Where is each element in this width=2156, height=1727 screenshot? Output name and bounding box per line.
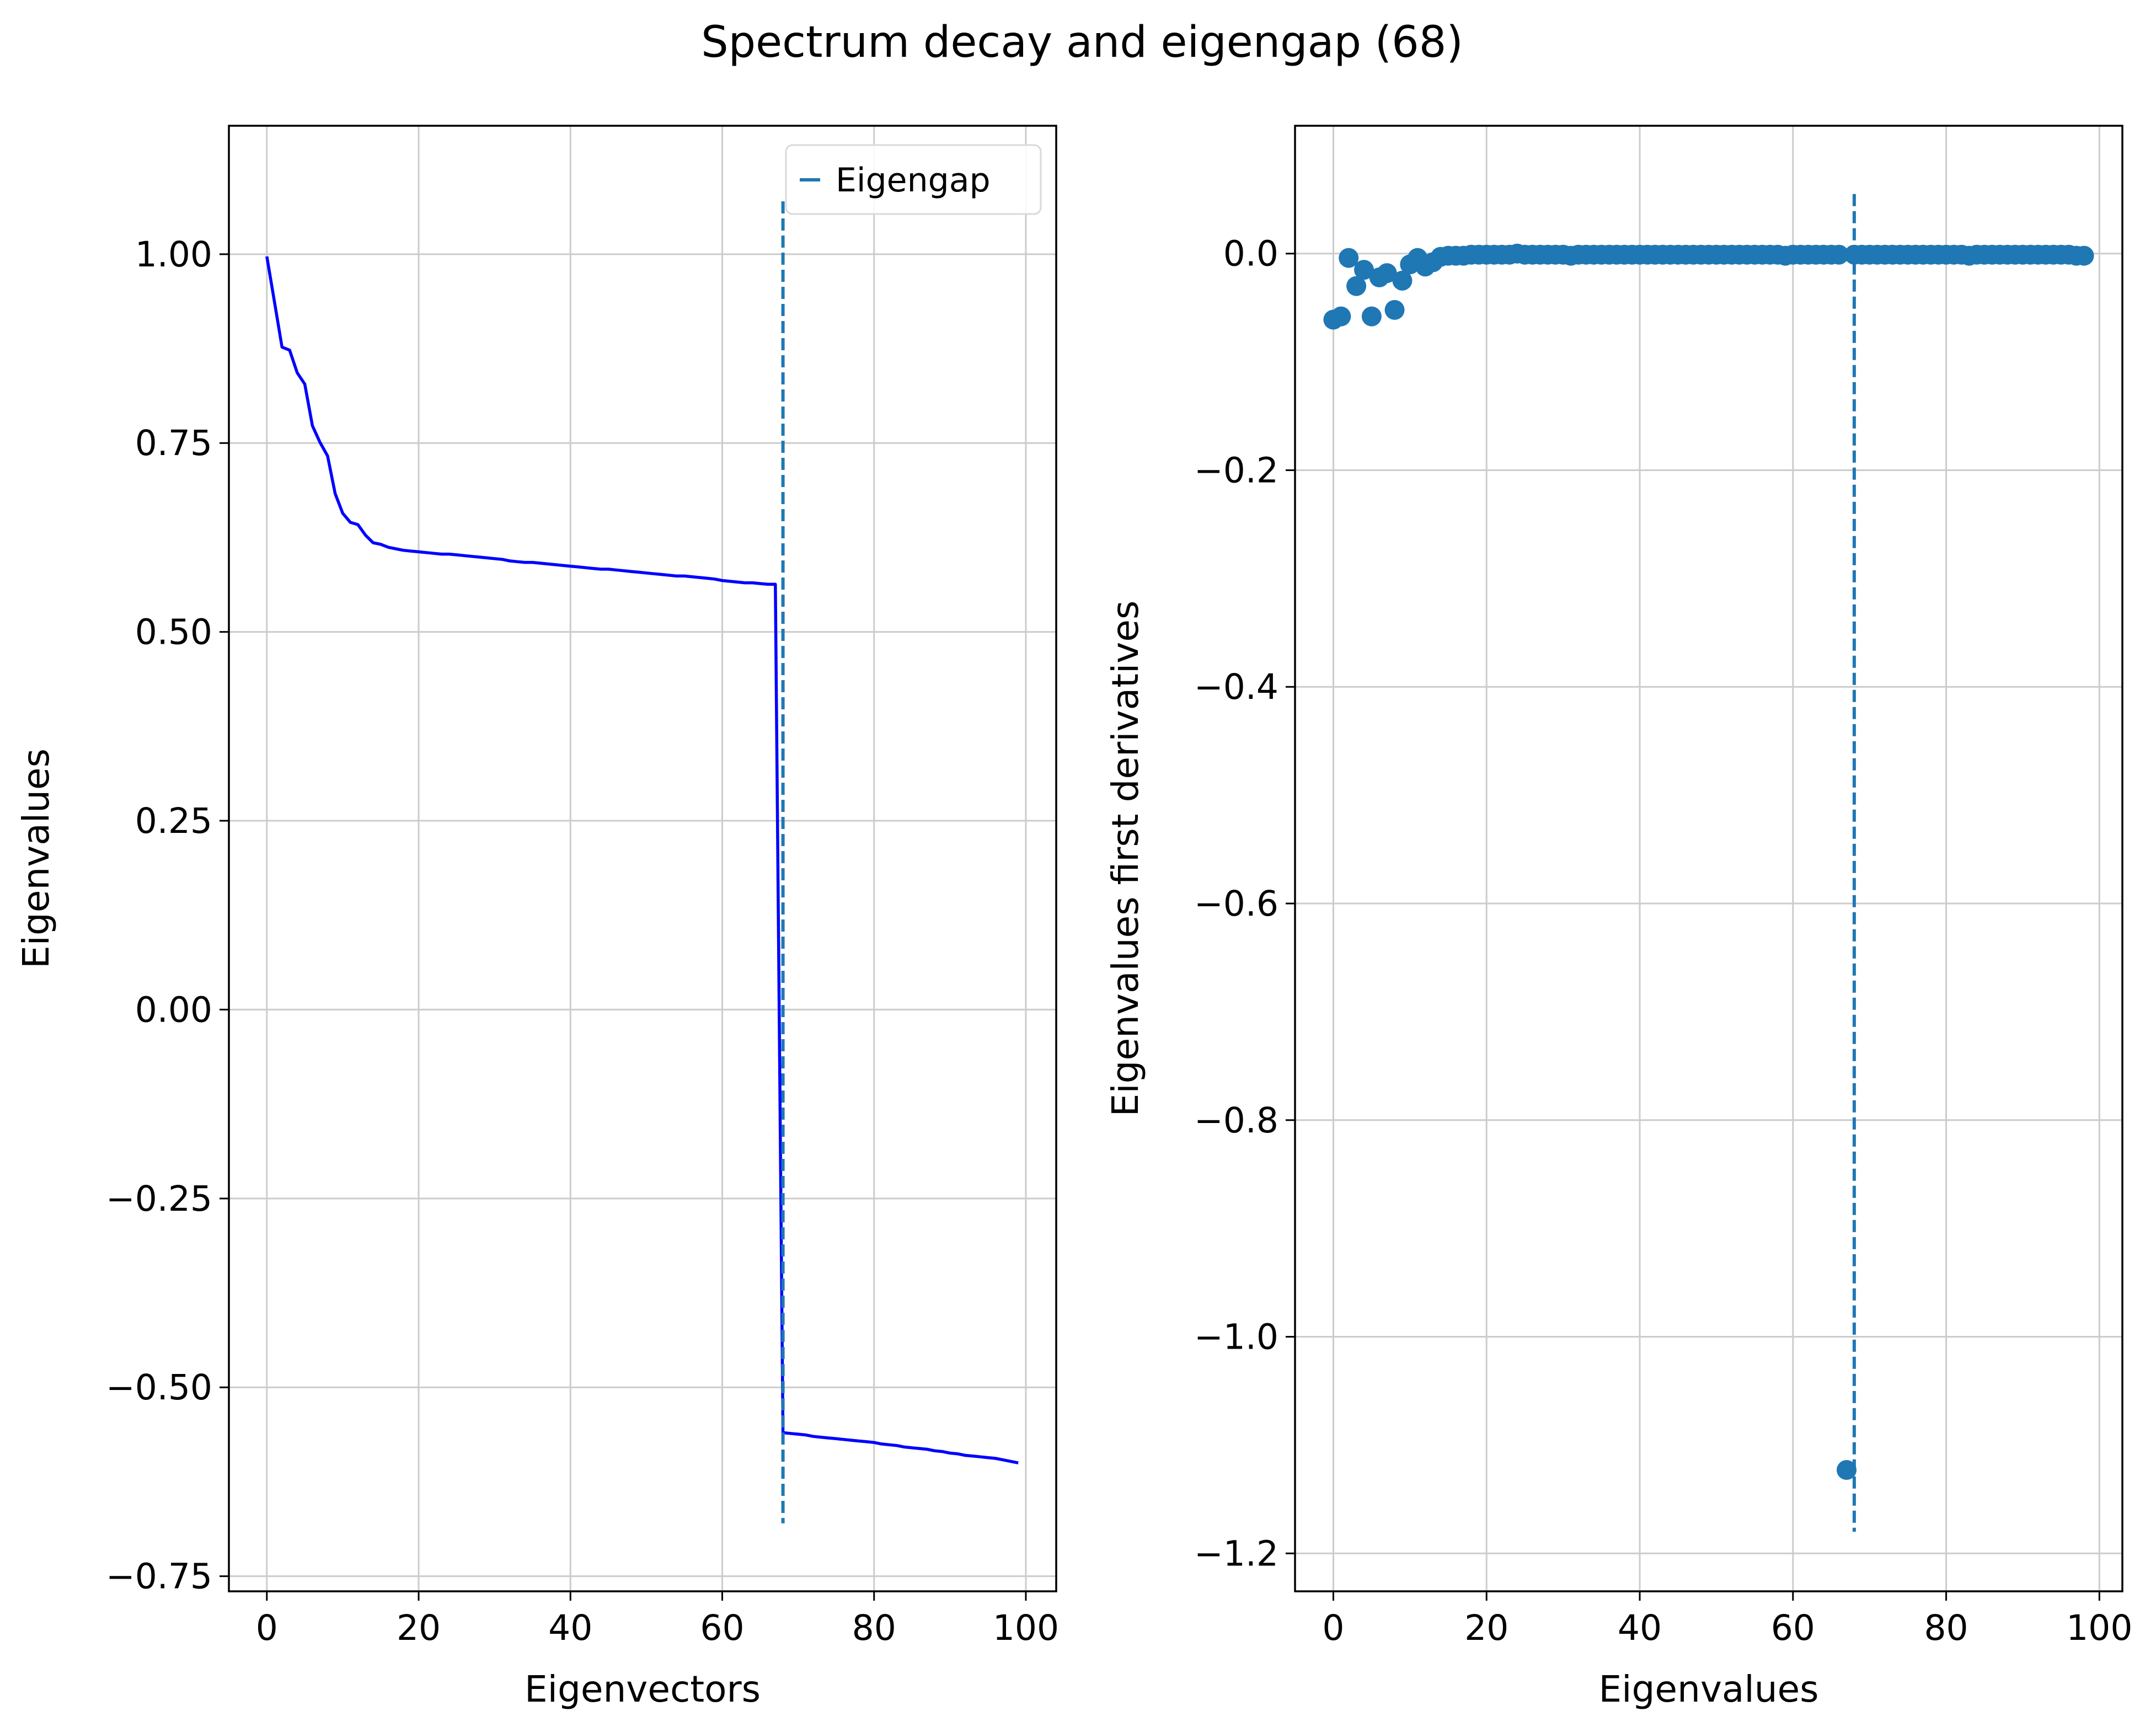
left-x-tick-label-2: 40: [548, 1608, 592, 1648]
right-x-axis-label: Eigenvalues: [1598, 1668, 1818, 1710]
right-x-tick-label-0: 0: [1322, 1608, 1344, 1648]
right-derivative-point-2: [1339, 248, 1359, 268]
right-y-tick-label-3: −0.6: [1194, 884, 1278, 924]
left-y-tick-label-0: 1.00: [135, 234, 212, 275]
right-y-tick-label-6: −1.2: [1194, 1533, 1278, 1574]
left-eigenvalue-line: [265, 256, 1019, 1464]
right-y-axis-label: Eigenvalues first derivatives: [1104, 601, 1147, 1117]
left-y-tick-label-6: −0.50: [106, 1367, 212, 1408]
right-y-tick-label-1: −0.2: [1194, 450, 1278, 490]
left-y-tick-label-1: 0.75: [135, 423, 212, 463]
right-derivative-point-3: [1346, 276, 1367, 296]
figure-title: Spectrum decay and eigengap (68): [701, 18, 1463, 67]
right-x-tick-label-4: 80: [1924, 1608, 1968, 1648]
right-x-tick-label-5: 100: [2066, 1608, 2132, 1648]
left-y-tick-label-4: 0.00: [135, 990, 212, 1030]
right-x-tick-label-3: 60: [1771, 1608, 1815, 1648]
left-y-tick-label-7: −0.75: [106, 1557, 212, 1597]
left-x-tick-label-1: 20: [397, 1608, 441, 1648]
right-axes-frame: [1294, 125, 2123, 1592]
left-x-axis-label: Eigenvectors: [525, 1668, 761, 1710]
left-y-tick-label-5: −0.25: [106, 1179, 212, 1219]
legend-label-eigengap: Eigengap: [836, 161, 991, 200]
right-x-tick-label-1: 20: [1464, 1608, 1508, 1648]
right-chart-first-derivatives: 0 20 40 60 80 100 0.0 −0.2 −0.4 −0.6 −0.8 −1.0 −1.2 E…: [1104, 125, 2132, 1710]
right-y-tick-label-5: −1.0: [1194, 1317, 1278, 1357]
right-derivative-point-8: [1384, 300, 1405, 320]
legend-box: [785, 144, 1042, 215]
right-x-tick-label-2: 40: [1618, 1608, 1662, 1648]
left-x-tick-label-5: 100: [993, 1608, 1059, 1648]
left-y-tick-label-2: 0.50: [135, 612, 212, 653]
left-y-axis-label: Eigenvalues: [15, 748, 57, 969]
right-derivative-point-7: [1377, 263, 1397, 284]
left-x-tick-label-4: 80: [852, 1608, 896, 1648]
left-legend: Eigengap: [785, 144, 1042, 215]
right-derivative-point-98: [2074, 245, 2094, 266]
right-y-tick-label-4: −0.8: [1194, 1100, 1278, 1141]
right-y-tick-label-0: 0.0: [1223, 234, 1278, 274]
left-axes-frame: [228, 125, 1057, 1592]
left-x-tick-label-0: 0: [256, 1608, 278, 1648]
right-derivative-point-67: [1837, 1460, 1857, 1480]
left-chart-eigenvalues: 0 20 40 60 80 100 1.00 0.75 0.50 0.25 0.00 −0.25 −0.…: [15, 125, 1059, 1710]
right-derivative-point-4: [1354, 260, 1374, 280]
left-x-tick-label-3: 60: [700, 1608, 744, 1648]
right-y-tick-label-2: −0.4: [1194, 667, 1278, 707]
right-derivative-point-5: [1361, 306, 1382, 327]
right-derivative-point-66: [1829, 244, 1849, 265]
right-derivative-point-1: [1331, 306, 1351, 327]
right-derivative-point-9: [1392, 270, 1413, 291]
left-y-tick-label-3: 0.25: [135, 801, 212, 841]
